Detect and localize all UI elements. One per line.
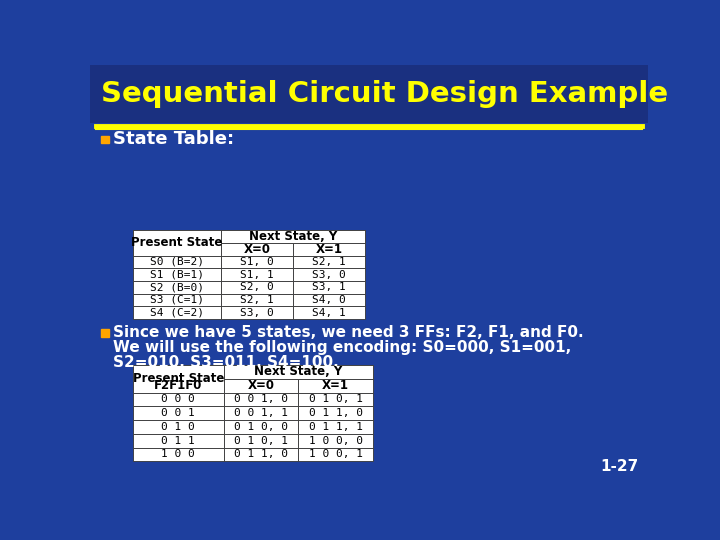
Text: Since we have 5 states, we need 3 FFs: F2, F1, and F0.: Since we have 5 states, we need 3 FFs: F…	[113, 325, 584, 340]
Text: S4, 0: S4, 0	[312, 295, 346, 305]
Text: 1-27: 1-27	[600, 460, 639, 475]
Bar	[298, 420, 373, 434]
Text: X=1: X=1	[322, 379, 349, 392]
Text: 0 1 1, 0: 0 1 1, 0	[234, 449, 288, 460]
Text: 0 1 0: 0 1 0	[161, 422, 195, 432]
Text: S2, 1: S2, 1	[312, 257, 346, 267]
Bar	[221, 306, 293, 319]
Text: Sequential Circuit Design Example: Sequential Circuit Design Example	[101, 80, 668, 108]
Text: 0 0 1, 1: 0 0 1, 1	[234, 408, 288, 418]
Bar	[293, 231, 365, 243]
Bar	[224, 379, 298, 393]
Bar	[132, 268, 221, 281]
Text: 0 1 1, 0: 0 1 1, 0	[309, 408, 363, 418]
Text: S1 (B=1): S1 (B=1)	[150, 269, 204, 280]
Bar	[293, 294, 365, 306]
Bar	[132, 434, 224, 448]
Bar	[224, 448, 298, 461]
Bar	[221, 231, 365, 243]
Bar	[132, 255, 221, 268]
Text: S2 (B=0): S2 (B=0)	[150, 282, 204, 292]
Bar	[224, 365, 298, 379]
Text: 0 1 0, 0: 0 1 0, 0	[234, 422, 288, 432]
Text: S2, 0: S2, 0	[240, 282, 274, 292]
Bar	[221, 268, 293, 281]
Text: X=0: X=0	[243, 243, 271, 256]
Text: 1 0 0: 1 0 0	[161, 449, 195, 460]
Bar	[293, 306, 365, 319]
Bar	[293, 268, 365, 281]
Bar	[224, 365, 373, 379]
Bar	[132, 448, 224, 461]
Bar	[101, 136, 109, 143]
Text: S2=010, S3=011, S4=100.: S2=010, S3=011, S4=100.	[113, 355, 339, 369]
Text: 0 0 1, 0: 0 0 1, 0	[234, 395, 288, 404]
Bar	[221, 255, 293, 268]
Bar	[298, 448, 373, 461]
Bar	[224, 393, 298, 407]
Bar	[132, 420, 224, 434]
Bar	[132, 365, 224, 393]
Text: Present State: Present State	[132, 373, 224, 386]
Bar	[132, 379, 224, 393]
Text: 0 1 0, 1: 0 1 0, 1	[309, 395, 363, 404]
Text: 0 1 1, 1: 0 1 1, 1	[309, 422, 363, 432]
Bar	[298, 379, 373, 393]
Bar	[221, 281, 293, 294]
Bar	[132, 393, 224, 407]
Text: X=1: X=1	[315, 243, 343, 256]
Bar	[221, 231, 293, 243]
Bar	[298, 393, 373, 407]
Bar	[132, 365, 224, 379]
Text: S3 (C=1): S3 (C=1)	[150, 295, 204, 305]
Text: 0 0 0: 0 0 0	[161, 395, 195, 404]
Text: S3, 1: S3, 1	[312, 282, 346, 292]
Text: S2, 1: S2, 1	[240, 295, 274, 305]
Bar	[224, 406, 298, 420]
Text: Next State, Y: Next State, Y	[254, 366, 343, 379]
Text: S1, 0: S1, 0	[240, 257, 274, 267]
Bar	[132, 406, 224, 420]
Bar	[132, 281, 221, 294]
Text: F2F1F0: F2F1F0	[154, 379, 202, 392]
Text: S4, 1: S4, 1	[312, 308, 346, 318]
Text: Present State: Present State	[131, 237, 222, 249]
Text: State Table:: State Table:	[113, 131, 235, 149]
Bar	[298, 434, 373, 448]
Bar	[298, 406, 373, 420]
Text: We will use the following encoding: S0=000, S1=001,: We will use the following encoding: S0=0…	[113, 340, 572, 355]
Text: 0 0 1: 0 0 1	[161, 408, 195, 418]
Text: S3, 0: S3, 0	[240, 308, 274, 318]
Bar	[221, 243, 293, 255]
Bar	[298, 365, 373, 379]
Bar	[90, 65, 648, 123]
Text: 0 1 1: 0 1 1	[161, 436, 195, 446]
Bar	[132, 231, 221, 255]
Bar	[132, 294, 221, 306]
Bar	[221, 294, 293, 306]
Bar	[101, 329, 109, 336]
Text: S0 (B=2): S0 (B=2)	[150, 257, 204, 267]
Bar	[293, 255, 365, 268]
Text: S3, 0: S3, 0	[312, 269, 346, 280]
Text: Next State, Y: Next State, Y	[249, 230, 337, 243]
Bar	[224, 420, 298, 434]
Text: S4 (C=2): S4 (C=2)	[150, 308, 204, 318]
Text: X=0: X=0	[248, 379, 274, 392]
Bar	[132, 243, 221, 255]
Text: S1, 1: S1, 1	[240, 269, 274, 280]
Text: 1 0 0, 0: 1 0 0, 0	[309, 436, 363, 446]
Text: 0 1 0, 1: 0 1 0, 1	[234, 436, 288, 446]
Bar	[132, 306, 221, 319]
Text: 1 0 0, 1: 1 0 0, 1	[309, 449, 363, 460]
Bar	[132, 231, 221, 243]
Bar	[224, 434, 298, 448]
Bar	[293, 281, 365, 294]
Bar	[293, 243, 365, 255]
